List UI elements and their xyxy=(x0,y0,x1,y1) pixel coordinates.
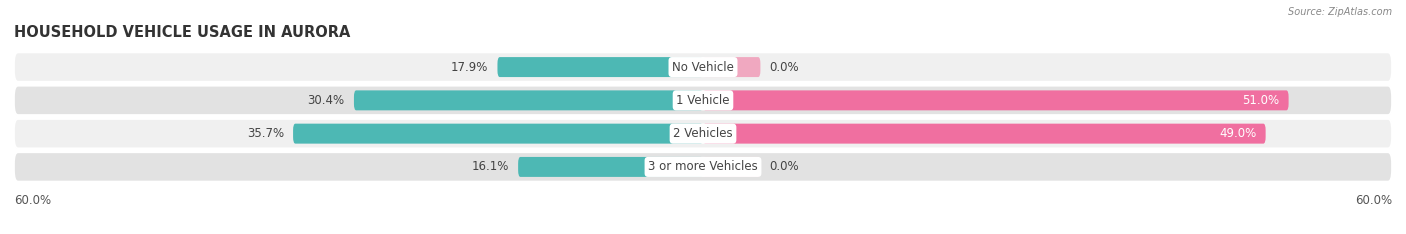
FancyBboxPatch shape xyxy=(703,124,1265,144)
Text: 3 or more Vehicles: 3 or more Vehicles xyxy=(648,161,758,173)
Text: 17.9%: 17.9% xyxy=(451,61,488,73)
FancyBboxPatch shape xyxy=(703,90,1289,110)
Legend: Owner-occupied, Renter-occupied: Owner-occupied, Renter-occupied xyxy=(575,231,831,234)
FancyBboxPatch shape xyxy=(519,157,703,177)
Text: 60.0%: 60.0% xyxy=(14,194,51,207)
FancyBboxPatch shape xyxy=(703,157,761,177)
Text: 0.0%: 0.0% xyxy=(769,161,799,173)
Text: HOUSEHOLD VEHICLE USAGE IN AURORA: HOUSEHOLD VEHICLE USAGE IN AURORA xyxy=(14,26,350,40)
Text: 30.4%: 30.4% xyxy=(308,94,344,107)
FancyBboxPatch shape xyxy=(498,57,703,77)
FancyBboxPatch shape xyxy=(14,86,1392,115)
FancyBboxPatch shape xyxy=(703,57,761,77)
FancyBboxPatch shape xyxy=(14,52,1392,82)
Text: 1 Vehicle: 1 Vehicle xyxy=(676,94,730,107)
Text: 60.0%: 60.0% xyxy=(1355,194,1392,207)
Text: Source: ZipAtlas.com: Source: ZipAtlas.com xyxy=(1288,7,1392,17)
Text: No Vehicle: No Vehicle xyxy=(672,61,734,73)
FancyBboxPatch shape xyxy=(14,152,1392,182)
Text: 0.0%: 0.0% xyxy=(769,61,799,73)
FancyBboxPatch shape xyxy=(292,124,703,144)
Text: 16.1%: 16.1% xyxy=(471,161,509,173)
Text: 49.0%: 49.0% xyxy=(1219,127,1257,140)
Text: 51.0%: 51.0% xyxy=(1243,94,1279,107)
FancyBboxPatch shape xyxy=(14,119,1392,148)
FancyBboxPatch shape xyxy=(354,90,703,110)
Text: 35.7%: 35.7% xyxy=(247,127,284,140)
Text: 2 Vehicles: 2 Vehicles xyxy=(673,127,733,140)
